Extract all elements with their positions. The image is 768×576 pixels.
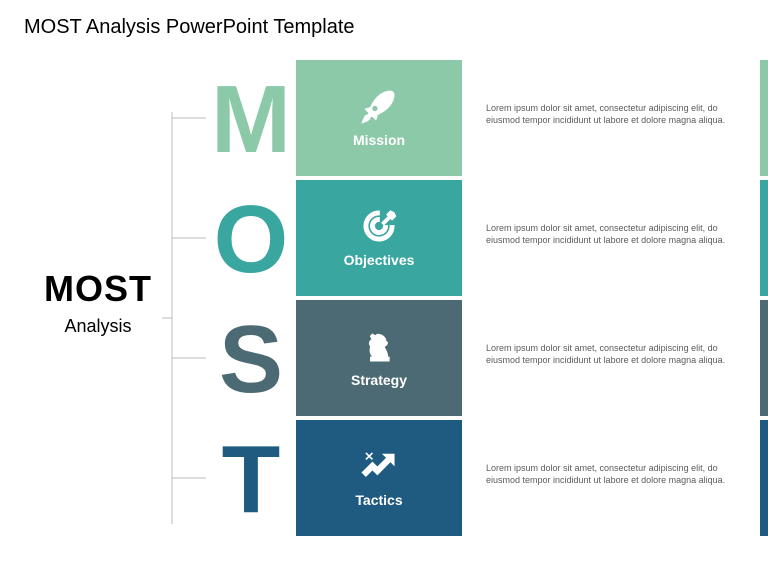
analysis-word: Analysis: [28, 316, 168, 337]
big-letter-o: O: [206, 192, 296, 288]
big-letter-t: T: [206, 432, 296, 528]
card-label: Objectives: [344, 252, 415, 268]
desc-mission: Lorem ipsum dolor sit amet, consectetur …: [486, 102, 726, 126]
left-label-block: MOST Analysis: [28, 268, 168, 337]
edge-strip-strategy: [760, 300, 768, 416]
big-letter-m: M: [206, 72, 296, 168]
card-label: Tactics: [355, 492, 402, 508]
desc-strategy: Lorem ipsum dolor sit amet, consectetur …: [486, 342, 726, 366]
rocket-icon: [361, 88, 397, 124]
card-strategy: Strategy: [296, 300, 462, 416]
card-mission: Mission: [296, 60, 462, 176]
target-icon: [361, 208, 397, 244]
desc-objectives: Lorem ipsum dolor sit amet, consectetur …: [486, 222, 726, 246]
page-title: MOST Analysis PowerPoint Template: [24, 16, 355, 39]
big-letter-s: S: [206, 312, 296, 408]
most-word: MOST: [28, 268, 168, 310]
card-objectives: Objectives: [296, 180, 462, 296]
desc-tactics: Lorem ipsum dolor sit amet, consectetur …: [486, 462, 726, 486]
edge-strip-tactics: [760, 420, 768, 536]
knight-icon: [361, 328, 397, 364]
card-label: Strategy: [351, 372, 407, 388]
edge-strip-mission: [760, 60, 768, 176]
tactics-icon: [361, 448, 397, 484]
edge-strip-objectives: [760, 180, 768, 296]
card-tactics: Tactics: [296, 420, 462, 536]
card-label: Mission: [353, 132, 405, 148]
